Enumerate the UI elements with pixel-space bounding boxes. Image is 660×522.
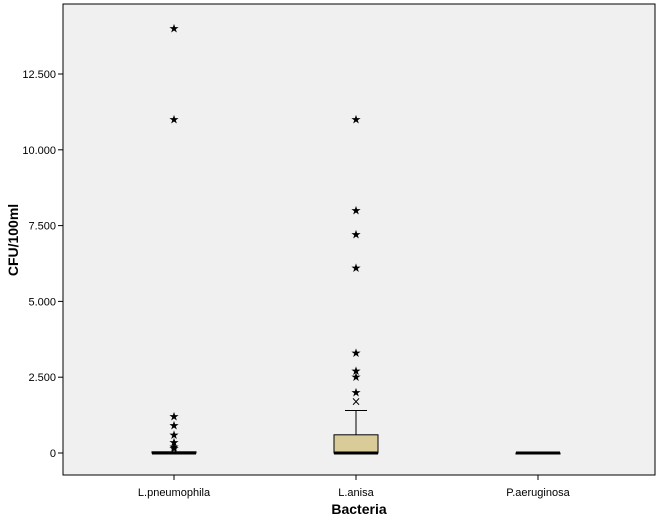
outlier-extreme-0-3: ★ [169,419,180,433]
x-axis: L.pneumophila L.anisa P.aeruginosa [138,475,571,499]
y-tick-label-5: 12.500 [22,69,56,81]
x-tick-label-2: P.aeruginosa [506,487,570,499]
y-axis-title: CFU/100ml [5,204,21,276]
box-0: ★★★★★★★★ [151,22,197,455]
y-tick-label-3: 7.500 [28,221,56,233]
boxes: ★★★★★★★★★★★★★★★★× [151,22,561,455]
y-tick-label-1: 2.500 [28,372,56,384]
outlier-extreme-0-2: ★ [169,410,180,424]
outlier-extreme-0-4: ★ [169,428,180,442]
x-tick-label-0: L.pneumophila [138,487,211,499]
x-axis-title: Bacteria [331,501,386,517]
y-axis: 0 2.500 5.000 7.500 10.000 12.500 [22,69,63,460]
box-body-1 [333,434,379,454]
outlier-mild-1-0: × [351,394,361,408]
outlier-extreme-1-2: ★ [351,228,362,242]
outlier-extreme-1-0: ★ [351,112,362,126]
outlier-extreme-0-5: ★ [169,435,180,449]
x-tick-label-1: L.anisa [338,487,374,499]
outlier-extreme-1-6: ★ [351,370,362,384]
outlier-extreme-0-0: ★ [169,22,180,36]
outlier-extreme-0-1: ★ [169,112,180,126]
box-1: ★★★★★★★★× [333,112,379,455]
box-2 [515,451,561,455]
plot-area [62,3,656,476]
outlier-extreme-1-3: ★ [351,261,362,275]
outlier-extreme-1-1: ★ [351,203,362,217]
y-tick-label-4: 10.000 [22,145,56,157]
outlier-extreme-0-6: ★ [169,440,180,454]
outlier-extreme-1-4: ★ [351,346,362,360]
outlier-extreme-1-5: ★ [351,364,362,378]
outlier-extreme-1-7: ★ [351,385,362,399]
y-tick-label-2: 5.000 [28,296,56,308]
outlier-extreme-0-7: ★ [169,441,180,455]
y-tick-label-0: 0 [50,448,56,460]
